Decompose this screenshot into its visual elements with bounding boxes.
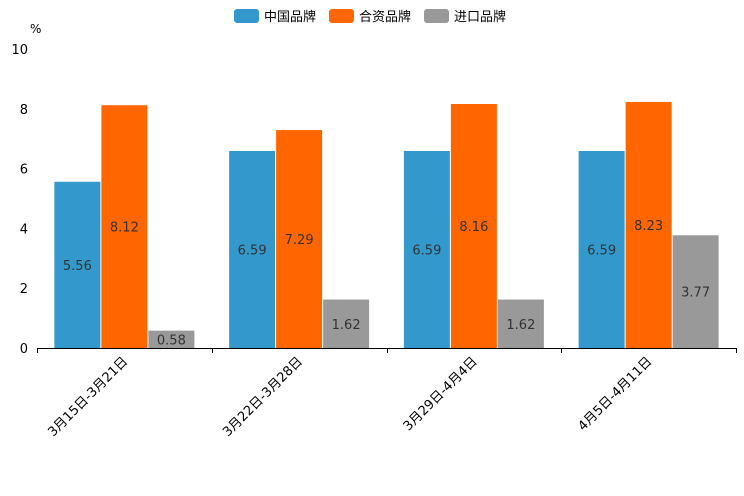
- legend-swatch-3: [424, 9, 449, 23]
- data-label-3-2: 1.62: [332, 318, 361, 333]
- legend-swatch-1: [234, 9, 259, 23]
- x-tick-label-3: 3月29日-4月4日: [401, 354, 481, 434]
- bar-3-1: [148, 330, 195, 348]
- y-tick-label-2: 2: [20, 282, 28, 297]
- data-label-1-3: 6.59: [412, 243, 441, 258]
- bar-1-3: [403, 150, 450, 348]
- y-axis-unit-label: %: [30, 22, 41, 36]
- bar-1-2: [229, 150, 276, 348]
- data-label-3-1: 0.58: [157, 333, 186, 348]
- y-tick-label-10: 10: [11, 43, 28, 58]
- legend: 中国品牌 合资品牌 进口品牌: [234, 9, 506, 25]
- y-tick-label-4: 4: [20, 222, 28, 237]
- bar-1-1: [54, 181, 101, 348]
- data-label-1-4: 6.59: [587, 243, 616, 258]
- bar-2-1: [101, 105, 148, 348]
- x-tick-label-4: 4月5日-4月11日: [576, 354, 656, 434]
- bar-3-4: [672, 235, 719, 348]
- legend-label-3: 进口品牌: [454, 9, 506, 25]
- bar-3-2: [323, 299, 370, 348]
- legend-label-2: 合资品牌: [359, 9, 411, 25]
- x-tick-label-2: 3月22日-3月28日: [220, 354, 306, 440]
- y-tick-label-8: 8: [20, 103, 28, 118]
- bars-group: 5.56 8.12 0.58 6.59 7.29 1.62 6.59 8.16 1.62 6.59…: [54, 101, 719, 349]
- data-label-2-1: 8.12: [110, 221, 139, 236]
- bar-3-3: [497, 299, 544, 348]
- data-label-2-4: 8.23: [634, 219, 663, 234]
- data-label-1-1: 5.56: [63, 259, 92, 274]
- data-label-2-3: 8.16: [459, 220, 488, 235]
- bar-2-2: [276, 130, 323, 348]
- bar-1-4: [578, 150, 625, 348]
- x-tick-label-1: 3月15日-3月21日: [45, 354, 131, 440]
- y-axis: 0 2 4 6 8 10: [11, 43, 28, 357]
- x-axis: 3月15日-3月21日 3月22日-3月28日 3月29日-4月4日 4月5日-4月1…: [37, 348, 737, 440]
- data-label-2-2: 7.29: [285, 233, 314, 248]
- data-label-3-4: 3.77: [681, 286, 710, 301]
- legend-swatch-2: [329, 9, 354, 23]
- legend-label-1: 中国品牌: [264, 9, 316, 25]
- data-label-1-2: 6.59: [238, 243, 267, 258]
- y-tick-label-0: 0: [20, 342, 28, 357]
- y-tick-label-6: 6: [20, 163, 28, 178]
- bar-2-3: [450, 104, 497, 349]
- bar-2-4: [625, 101, 672, 348]
- data-label-3-3: 1.62: [506, 318, 535, 333]
